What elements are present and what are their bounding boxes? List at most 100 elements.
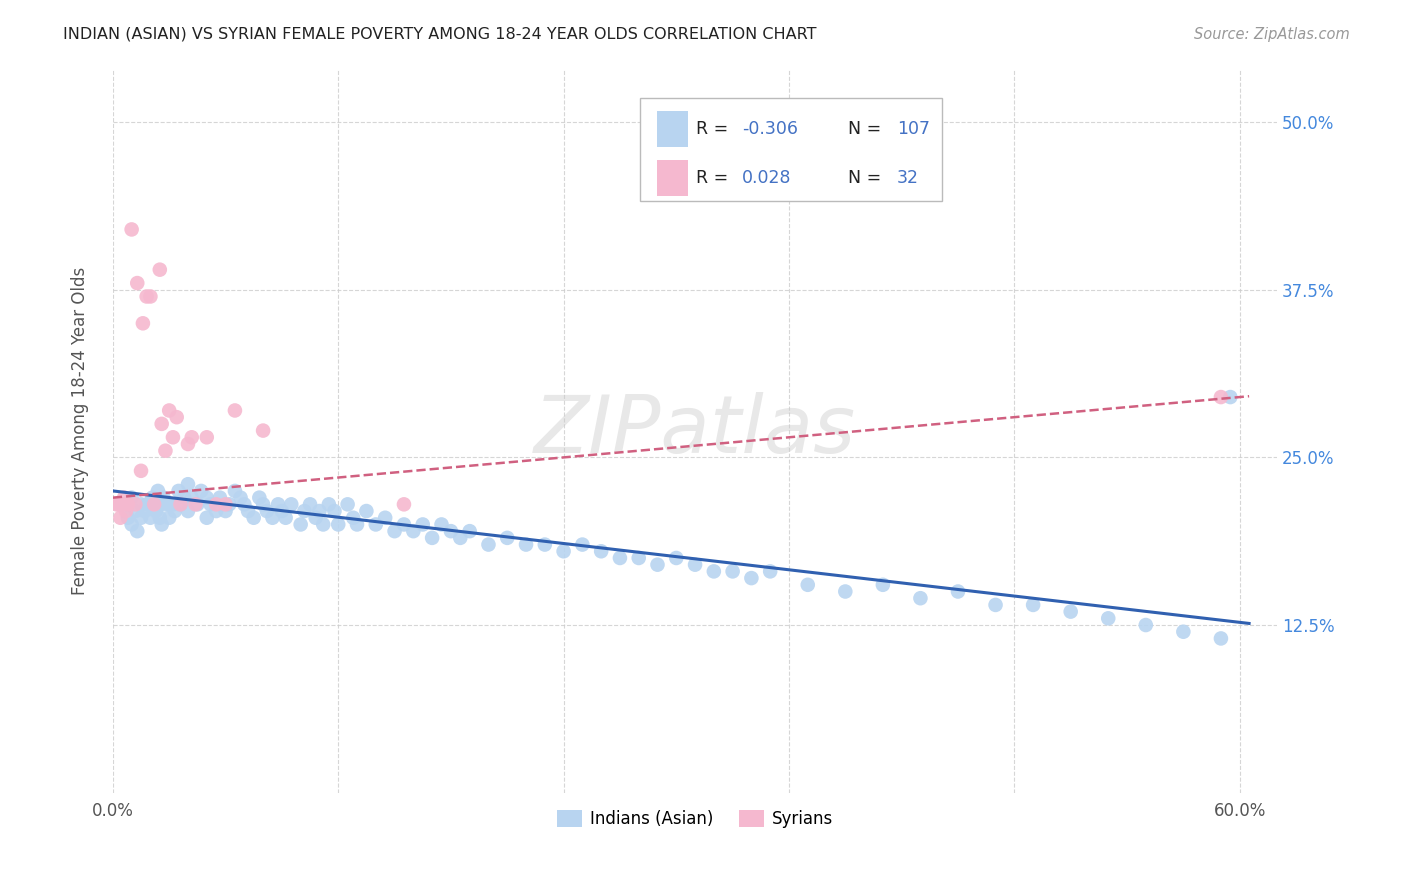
Point	[200, 497, 222, 511]
Point	[162, 497, 184, 511]
Point	[124, 504, 146, 518]
Point	[121, 491, 143, 505]
Point	[683, 558, 706, 572]
Text: Source: ZipAtlas.com: Source: ZipAtlas.com	[1194, 27, 1350, 42]
Point	[374, 510, 396, 524]
Point	[157, 403, 180, 417]
Point	[242, 510, 264, 524]
Point	[149, 497, 172, 511]
Point	[703, 565, 725, 579]
Point	[256, 504, 278, 518]
Point	[167, 483, 190, 498]
Y-axis label: Female Poverty Among 18-24 Year Olds: Female Poverty Among 18-24 Year Olds	[72, 267, 89, 595]
Point	[280, 497, 302, 511]
Point	[190, 483, 212, 498]
Point	[127, 524, 149, 538]
Point	[177, 437, 200, 451]
Point	[155, 497, 177, 511]
Point	[110, 510, 132, 524]
Point	[336, 497, 359, 511]
Point	[402, 524, 425, 538]
Point	[208, 491, 231, 505]
Point	[392, 517, 415, 532]
Point	[218, 497, 240, 511]
Point	[328, 517, 350, 532]
Text: INDIAN (ASIAN) VS SYRIAN FEMALE POVERTY AMONG 18-24 YEAR OLDS CORRELATION CHART: INDIAN (ASIAN) VS SYRIAN FEMALE POVERTY …	[63, 27, 817, 42]
Point	[112, 491, 135, 505]
Point	[515, 538, 537, 552]
Text: 32: 32	[897, 169, 920, 187]
Point	[117, 510, 139, 524]
Point	[150, 517, 173, 532]
Point	[129, 497, 152, 511]
Point	[124, 497, 146, 511]
Point	[571, 538, 593, 552]
Point	[1219, 390, 1241, 404]
Point	[346, 517, 368, 532]
Point	[553, 544, 575, 558]
Point	[229, 491, 252, 505]
Point	[143, 497, 166, 511]
Point	[384, 524, 406, 538]
Point	[105, 497, 128, 511]
Point	[169, 497, 191, 511]
Text: 107: 107	[897, 120, 929, 138]
Point	[834, 584, 856, 599]
Point	[496, 531, 519, 545]
Point	[262, 510, 284, 524]
Point	[252, 424, 274, 438]
Point	[236, 504, 259, 518]
Point	[312, 517, 335, 532]
Point	[267, 497, 290, 511]
Text: R =: R =	[696, 120, 734, 138]
Point	[270, 504, 292, 518]
Point	[139, 497, 162, 511]
Point	[1060, 605, 1083, 619]
Point	[910, 591, 932, 606]
Text: ZIPatlas: ZIPatlas	[534, 392, 856, 469]
Point	[205, 497, 228, 511]
Point	[152, 491, 174, 505]
Point	[135, 497, 157, 511]
Point	[195, 491, 218, 505]
Point	[150, 417, 173, 431]
Text: R =: R =	[696, 169, 740, 187]
Point	[214, 504, 236, 518]
Point	[146, 483, 169, 498]
Legend: Indians (Asian), Syrians: Indians (Asian), Syrians	[550, 804, 839, 835]
Point	[157, 497, 180, 511]
Point	[477, 538, 499, 552]
Point	[797, 578, 820, 592]
Point	[647, 558, 669, 572]
Point	[294, 504, 316, 518]
Point	[173, 491, 195, 505]
Point	[392, 497, 415, 511]
Point	[274, 510, 297, 524]
Point	[180, 491, 202, 505]
Point	[299, 497, 322, 511]
Point	[1209, 632, 1232, 646]
Point	[412, 517, 434, 532]
Point	[149, 510, 172, 524]
Point	[224, 483, 246, 498]
Point	[139, 289, 162, 303]
Point	[169, 497, 191, 511]
Point	[609, 551, 631, 566]
Point	[759, 565, 782, 579]
Point	[127, 276, 149, 290]
Point	[143, 497, 166, 511]
Point	[186, 497, 208, 511]
Point	[1097, 611, 1119, 625]
Point	[364, 517, 387, 532]
Point	[740, 571, 762, 585]
Point	[308, 504, 330, 518]
Point	[135, 289, 157, 303]
Text: -0.306: -0.306	[742, 120, 799, 138]
Point	[177, 477, 200, 491]
Point	[420, 531, 443, 545]
Point	[180, 430, 202, 444]
Point	[162, 430, 184, 444]
Point	[1173, 624, 1195, 639]
Point	[121, 517, 143, 532]
Point	[111, 497, 134, 511]
